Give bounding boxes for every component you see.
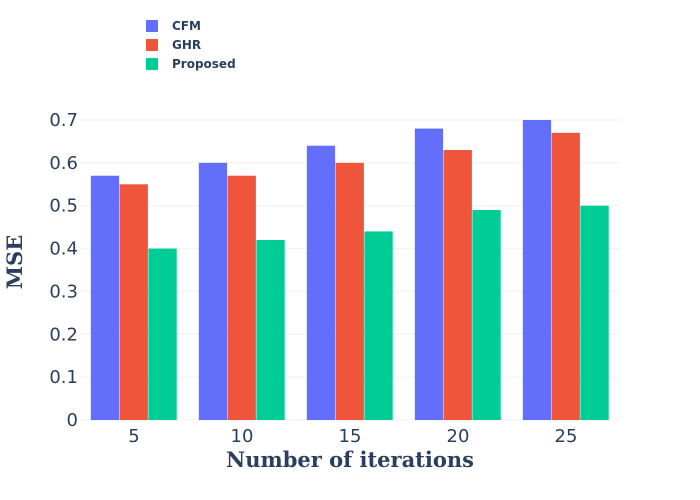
bar-cfm-20 bbox=[414, 128, 444, 421]
x-tick-label: 15 bbox=[339, 426, 362, 447]
bars bbox=[90, 120, 609, 421]
y-tick-label: 0.3 bbox=[49, 281, 78, 302]
legend-swatch-proposed bbox=[146, 58, 158, 70]
bar-ghr-10 bbox=[227, 175, 256, 420]
bar-ghr-5 bbox=[119, 184, 148, 420]
bar-cfm-25 bbox=[522, 120, 552, 420]
legend-label-proposed: Proposed bbox=[172, 57, 236, 71]
y-axis-title: MSE bbox=[2, 235, 27, 289]
bar-cfm-15 bbox=[306, 145, 336, 420]
y-tick-label: 0.6 bbox=[49, 153, 78, 174]
y-axis-ticks: 0 0.1 0.2 0.3 0.4 0.5 0.6 0.7 bbox=[49, 110, 78, 431]
bar-cfm-10 bbox=[198, 162, 228, 420]
y-tick-label: 0.5 bbox=[49, 196, 78, 217]
legend: CFM GHR Proposed bbox=[146, 19, 236, 71]
x-axis-ticks: 5 10 15 20 25 bbox=[128, 426, 577, 447]
y-tick-label: 0.2 bbox=[49, 324, 78, 345]
bar-ghr-20 bbox=[443, 150, 472, 420]
y-tick-label: 0 bbox=[67, 410, 78, 431]
bar-proposed-5 bbox=[148, 248, 177, 420]
x-tick-label: 10 bbox=[231, 426, 254, 447]
y-tick-label: 0.1 bbox=[49, 367, 78, 388]
legend-swatch-ghr bbox=[146, 39, 158, 51]
x-axis-title: Number of iterations bbox=[226, 447, 474, 472]
bar-proposed-15 bbox=[364, 231, 393, 420]
bar-proposed-25 bbox=[580, 205, 609, 420]
bar-cfm-5 bbox=[90, 175, 120, 420]
bar-ghr-15 bbox=[335, 162, 364, 420]
x-tick-label: 20 bbox=[447, 426, 470, 447]
bar-proposed-10 bbox=[256, 240, 285, 420]
x-tick-label: 25 bbox=[555, 426, 578, 447]
x-tick-label: 5 bbox=[128, 426, 139, 447]
y-tick-label: 0.7 bbox=[49, 110, 78, 131]
bar-ghr-25 bbox=[551, 132, 580, 420]
legend-label-cfm: CFM bbox=[172, 19, 201, 33]
bar-proposed-20 bbox=[472, 210, 501, 420]
legend-swatch-cfm bbox=[146, 20, 158, 32]
y-tick-label: 0.4 bbox=[49, 239, 78, 260]
legend-label-ghr: GHR bbox=[172, 38, 201, 52]
